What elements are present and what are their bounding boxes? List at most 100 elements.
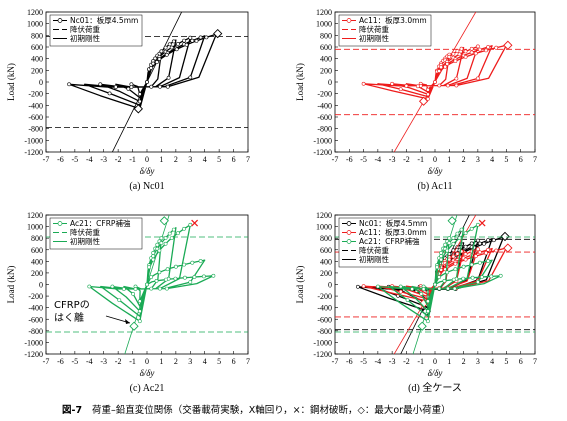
data-point xyxy=(137,92,142,97)
x-tick-label: -2 xyxy=(115,357,122,366)
rupture-marker xyxy=(478,219,486,227)
data-point xyxy=(459,46,464,51)
y-tick-label: -600 xyxy=(28,315,43,324)
legend-marker xyxy=(346,239,352,244)
figure-caption: 荷重–鉛直変位関係（交番載荷実験，X軸回り，×：鋼材破断，◇：最大or最小荷重） xyxy=(92,404,451,416)
data-point xyxy=(182,226,187,231)
legend-entry: Nc01：板厚4.5mm xyxy=(359,218,427,228)
x-axis-label: δ/δy xyxy=(140,166,155,176)
data-point xyxy=(447,241,452,245)
data-point xyxy=(457,236,462,241)
data-point xyxy=(198,259,203,263)
data-point xyxy=(469,226,474,231)
x-tick-label: -4 xyxy=(86,155,93,164)
x-tick-label: 2 xyxy=(174,155,178,164)
data-point xyxy=(486,247,491,252)
data-point xyxy=(437,286,442,291)
x-tick-label: 5 xyxy=(504,155,508,164)
panel-nc01: -7 -6 -5 -4 -3 -2 -1 0 1 2 3 4 5 6 7 -1200 -1000 -800 -600… xyxy=(6,8,250,192)
data-point xyxy=(129,85,134,90)
x-tick-label: -1 xyxy=(417,357,424,366)
y-tick-label: -800 xyxy=(317,327,332,336)
x-tick-label: 4 xyxy=(490,155,494,164)
y-tick-label: 600 xyxy=(320,43,332,52)
data-point xyxy=(67,82,72,87)
data-point xyxy=(415,84,420,89)
data-point xyxy=(437,83,442,88)
data-point xyxy=(166,75,171,80)
x-tick-label: 3 xyxy=(188,155,192,164)
data-point xyxy=(163,241,168,246)
legend-box xyxy=(49,217,143,250)
data-point xyxy=(188,35,193,40)
data-point xyxy=(167,231,172,236)
data-point xyxy=(475,222,480,227)
y-axis-label: Load (kN) xyxy=(295,266,305,304)
data-point xyxy=(151,254,156,259)
data-point xyxy=(157,57,162,61)
x-tick-label: -1 xyxy=(129,357,136,366)
x-tick-label: 7 xyxy=(246,155,250,164)
data-point xyxy=(159,236,164,241)
x-tick-label: 5 xyxy=(217,155,221,164)
legend-entry: 降伏荷重 xyxy=(70,227,100,237)
data-point xyxy=(173,264,178,269)
data-point xyxy=(151,257,156,262)
x-tick-label: -5 xyxy=(360,357,367,366)
data-point xyxy=(453,59,458,64)
y-tick-label: -200 xyxy=(317,292,332,301)
data-point xyxy=(459,227,464,232)
y-tick-label: -600 xyxy=(317,315,332,324)
data-point xyxy=(489,274,494,279)
data-point xyxy=(463,252,468,257)
data-point xyxy=(454,76,459,81)
x-tick-label: -1 xyxy=(129,155,136,164)
data-point xyxy=(175,231,180,236)
data-point xyxy=(192,275,197,279)
data-point xyxy=(159,49,164,54)
data-point xyxy=(425,97,430,101)
data-point xyxy=(182,262,187,267)
data-point xyxy=(117,298,122,303)
x-tick-label: 7 xyxy=(246,357,250,366)
data-point xyxy=(447,236,452,241)
panel-caption: (b) Ac11 xyxy=(418,181,453,192)
y-tick-label: -1200 xyxy=(24,148,43,157)
data-point xyxy=(137,309,142,314)
panel-ac11: -7 -6 -5 -4 -3 -2 -1 0 1 2 3 4 5 6 7 -1200 -1000 -800 -600… xyxy=(295,8,537,192)
extreme-load-marker xyxy=(418,96,429,106)
x-tick-label: -5 xyxy=(72,357,79,366)
x-tick-label: 7 xyxy=(533,357,537,366)
x-tick-label: -3 xyxy=(100,357,107,366)
data-point xyxy=(453,267,458,272)
y-tick-label: 200 xyxy=(320,269,332,278)
extreme-load-marker xyxy=(159,216,169,226)
data-point xyxy=(133,287,138,291)
data-point xyxy=(433,282,437,287)
x-tick-label: -3 xyxy=(100,155,107,164)
legend-entry: Ac11：板厚3.0mm xyxy=(359,15,427,25)
data-point xyxy=(494,248,499,253)
data-point xyxy=(447,54,452,59)
y-axis-label: Load (kN) xyxy=(6,266,16,304)
data-point xyxy=(425,309,430,314)
x-tick-label: 1 xyxy=(159,357,163,366)
series-line-ac11 xyxy=(362,44,508,100)
y-tick-label: -200 xyxy=(28,292,43,301)
y-tick-label: -400 xyxy=(317,101,332,110)
x-tick-label: 3 xyxy=(476,155,480,164)
legend: Nc01：板厚4.5mmAc11：板厚3.0mmAc21：CFRP補強降伏荷重初… xyxy=(338,217,432,268)
rupture-marker xyxy=(191,219,199,227)
y-tick-label: 1200 xyxy=(27,211,43,220)
legend-entry: 降伏荷重 xyxy=(359,24,389,34)
data-point xyxy=(451,236,456,240)
data-point xyxy=(149,275,154,280)
data-point xyxy=(425,299,430,304)
legend-entry: 初期剛性 xyxy=(70,236,100,246)
y-tick-label: 1200 xyxy=(27,8,43,17)
data-point xyxy=(145,80,149,84)
data-point xyxy=(477,250,482,255)
annotation-text: CFRPの xyxy=(54,300,90,311)
x-tick-label: 0 xyxy=(433,357,437,366)
data-point xyxy=(435,265,439,270)
